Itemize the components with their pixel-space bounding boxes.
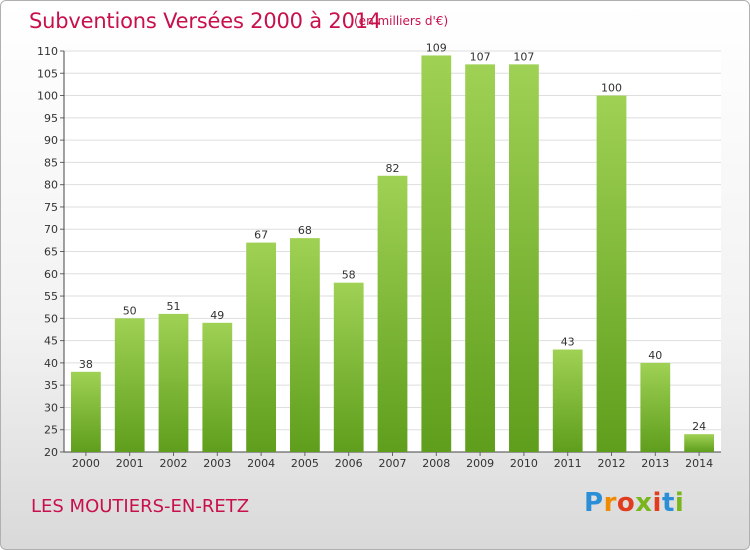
y-tick-label: 75 [44,201,58,214]
x-tick-label: 2002 [160,457,188,470]
bar [596,95,627,453]
x-tick-label: 2006 [335,457,363,470]
bar [509,64,539,452]
x-tick-label: 2001 [116,457,144,470]
x-tick-label: 2004 [247,457,275,470]
bar [421,55,452,452]
bar [640,362,671,452]
y-tick-label: 90 [44,134,58,147]
y-tick-label: 60 [44,268,58,281]
y-tick-label: 55 [44,290,58,303]
y-tick-label: 105 [37,67,58,80]
y-tick-label: 20 [44,446,58,459]
bar-value-label: 51 [167,300,181,313]
bar [158,313,189,452]
x-tick-label: 2007 [379,457,407,470]
logo-letter: i [674,488,685,518]
x-tick-label: 2009 [466,457,494,470]
bar [552,349,583,452]
logo-letter: x [635,488,653,518]
x-tick-label: 2011 [554,457,582,470]
bar-value-label: 43 [561,336,575,349]
chart-title: Subventions Versées 2000 à 2014 [29,9,382,33]
commune-name: LES MOUTIERS-EN-RETZ [31,496,250,517]
bar-value-label: 40 [648,349,662,362]
bar-value-label: 50 [123,304,137,317]
y-tick-label: 80 [44,179,58,192]
x-tick-label: 2013 [641,457,669,470]
bar-value-label: 49 [210,309,224,322]
logo-letter: P [584,488,604,518]
bar-value-label: 67 [254,229,268,242]
proxiti-logo: Proxiti [584,488,684,518]
y-tick-label: 40 [44,357,58,370]
y-tick-label: 35 [44,379,58,392]
bar-value-label: 107 [470,50,491,63]
bar-value-label: 38 [79,358,93,371]
x-tick-label: 2008 [422,457,450,470]
y-tick-label: 25 [44,424,58,437]
logo-letter: o [616,488,636,518]
y-tick-label: 95 [44,112,58,125]
bar [377,175,408,452]
bar [290,238,320,452]
y-tick-label: 50 [44,312,58,325]
x-tick-label: 2014 [685,457,713,470]
bar-value-label: 58 [342,269,356,282]
logo-letter: i [652,488,662,518]
y-tick-label: 65 [44,246,58,259]
x-tick-label: 2000 [72,457,100,470]
bar-value-label: 24 [692,420,706,433]
x-tick-label: 2003 [203,457,231,470]
y-tick-label: 30 [44,401,58,414]
bar [333,282,364,452]
bar-value-label: 68 [298,224,312,237]
y-tick-label: 85 [44,156,58,169]
bar [465,64,495,452]
y-tick-label: 45 [44,335,58,348]
bar-value-label: 100 [601,82,622,95]
logo-letter: r [603,488,617,518]
bar [114,318,145,452]
bar [71,371,101,452]
bar-value-label: 109 [426,41,447,54]
y-tick-label: 100 [37,90,58,103]
logo-letter: t [661,488,675,518]
bar [246,242,276,452]
y-tick-label: 70 [44,223,58,236]
bar-value-label: 82 [386,162,400,175]
unit-label: (en milliers d'€) [354,14,449,28]
y-tick-label: 110 [37,45,58,58]
bar [202,322,233,452]
x-tick-label: 2005 [291,457,319,470]
x-tick-label: 2012 [598,457,626,470]
bar-value-label: 107 [513,50,534,63]
bar [684,434,714,452]
x-tick-label: 2010 [510,457,538,470]
